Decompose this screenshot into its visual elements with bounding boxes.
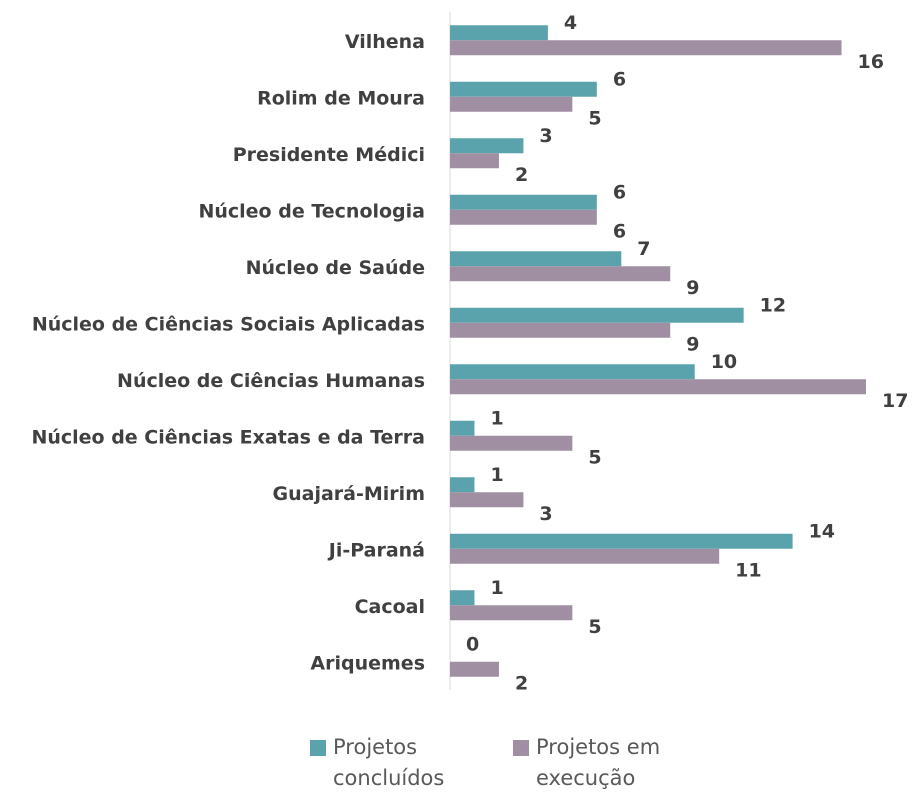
value-label: 9: [686, 333, 699, 355]
bar: [450, 533, 793, 549]
category-label: Núcleo de Ciências Sociais Aplicadas: [32, 313, 425, 335]
category-label: Vilhena: [345, 31, 425, 53]
value-label: 6: [613, 68, 626, 90]
legend-item: Projetos em execução: [513, 732, 686, 794]
bar: [450, 307, 744, 323]
bar: [450, 364, 695, 380]
bar: [450, 40, 842, 56]
legend: Projetos concluídos Projetos em execução: [310, 732, 686, 794]
value-label: 0: [466, 633, 479, 655]
value-label: 2: [515, 164, 528, 186]
category-label: Núcleo de Saúde: [246, 257, 425, 279]
value-label: 5: [588, 107, 601, 129]
category-label: Núcleo de Ciências Humanas: [117, 370, 425, 392]
value-label: 1: [490, 407, 503, 429]
value-label: 10: [711, 351, 737, 373]
legend-swatch: [513, 740, 529, 756]
category-label: Rolim de Moura: [257, 87, 425, 109]
bar: [450, 266, 671, 282]
value-label: 11: [735, 559, 761, 581]
value-label: 1: [490, 577, 503, 599]
bar: [450, 153, 499, 169]
category-label: Ji-Paraná: [327, 539, 425, 561]
value-label: 2: [515, 672, 528, 694]
bar: [450, 492, 524, 508]
value-label: 14: [809, 520, 835, 542]
category-label: Núcleo de Ciências Exatas e da Terra: [31, 426, 425, 448]
value-label: 12: [760, 294, 786, 316]
legend-label: Projetos concluídos: [333, 735, 445, 790]
bar: [450, 96, 573, 112]
bar: [450, 661, 499, 677]
value-label: 5: [588, 616, 601, 638]
legend-item: Projetos concluídos: [310, 732, 483, 794]
bar: [450, 477, 475, 493]
value-label: 4: [564, 12, 577, 34]
legend-swatch: [310, 740, 326, 756]
bar: [450, 251, 622, 267]
bar: [450, 81, 597, 97]
category-label: Guajará-Mirim: [273, 483, 425, 505]
value-label: 9: [686, 277, 699, 299]
value-label: 1: [490, 464, 503, 486]
bar: [450, 322, 671, 338]
value-label: 7: [637, 238, 650, 260]
value-label: 6: [613, 181, 626, 203]
bar: [450, 25, 548, 41]
value-label: 17: [882, 390, 908, 412]
bar: [450, 420, 475, 436]
value-label: 6: [613, 220, 626, 242]
bar: [450, 435, 573, 451]
bar: [450, 194, 597, 210]
legend-label: Projetos em execução: [536, 735, 661, 790]
category-label: Presidente Médici: [233, 144, 425, 166]
category-label: Cacoal: [355, 596, 425, 618]
value-label: 3: [539, 125, 552, 147]
bar: [450, 379, 866, 395]
value-label: 5: [588, 446, 601, 468]
bar: [450, 548, 720, 564]
category-label: Ariquemes: [310, 652, 425, 674]
category-label: Núcleo de Tecnologia: [198, 200, 425, 222]
value-label: 16: [858, 51, 884, 73]
bar: [450, 590, 475, 606]
bar: [450, 605, 573, 621]
bar: [450, 138, 524, 154]
bar: [450, 209, 597, 225]
value-label: 3: [539, 503, 552, 525]
